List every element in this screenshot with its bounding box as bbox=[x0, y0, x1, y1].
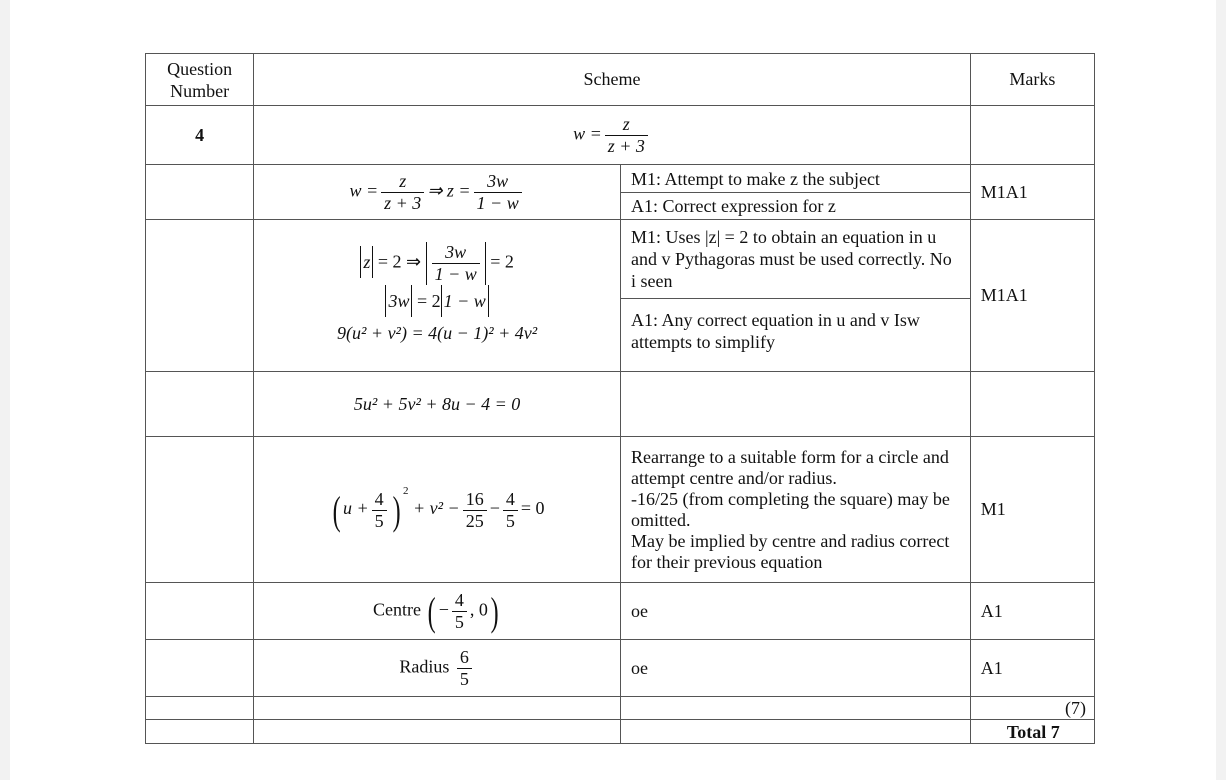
guidance-note: A1: Any correct equation in u and v Isw … bbox=[620, 297, 970, 368]
guidance-note: M1: Uses |z| = 2 to obtain an equation i… bbox=[630, 226, 952, 291]
empty-cell bbox=[144, 582, 255, 640]
empty-cell bbox=[144, 371, 255, 437]
guidance-cell: M1: Attempt to make z the subject A1: Co… bbox=[619, 164, 971, 220]
empty-cell bbox=[144, 436, 255, 583]
subtotal: (7) bbox=[969, 696, 1096, 720]
table-row: w = z z + 3 ⇒ z = 3w 1 − w M1: Attempt to mak… bbox=[144, 164, 1096, 220]
question-number: 4 bbox=[144, 105, 255, 165]
math-text: ⇒ z = bbox=[427, 180, 471, 201]
table-row: 5u² + 5v² + 8u − 4 = 0 bbox=[144, 371, 1096, 437]
math-text: w = bbox=[349, 180, 379, 201]
header-scheme: Scheme bbox=[253, 53, 971, 106]
guidance-note: A1: Correct expression for z bbox=[620, 191, 970, 219]
header-marks: Marks bbox=[969, 53, 1096, 106]
empty-cell bbox=[619, 719, 971, 744]
total-row: Total 7 bbox=[144, 719, 1096, 744]
marks: M1A1 bbox=[969, 219, 1096, 372]
guidance-note: M1: Attempt to make z the subject bbox=[630, 168, 880, 189]
empty-cell bbox=[144, 219, 255, 372]
empty-cell bbox=[253, 719, 621, 744]
marks: A1 bbox=[969, 639, 1096, 697]
scheme-math: (u +4 5) 2 + v² −16 25−4 5 = 0 bbox=[253, 436, 621, 583]
total: Total 7 bbox=[969, 719, 1096, 744]
empty-cell bbox=[144, 639, 255, 697]
guidance-note: May be implied by centre and radius corr… bbox=[630, 530, 950, 572]
table-row: Centre (−4 5, 0) oe A1 bbox=[144, 582, 1096, 640]
scheme-math: 5u² + 5v² + 8u − 4 = 0 bbox=[253, 371, 621, 437]
empty-cell bbox=[619, 696, 971, 720]
guidance-note: Rearrange to a suitable form for a circl… bbox=[630, 446, 949, 488]
marks: M1 bbox=[969, 436, 1096, 583]
marks: M1A1 bbox=[969, 164, 1096, 220]
guidance-cell: Rearrange to a suitable form for a circl… bbox=[619, 436, 971, 583]
empty-cell bbox=[253, 696, 621, 720]
empty-cell bbox=[144, 696, 255, 720]
fraction: 3w 1 − w bbox=[473, 171, 522, 214]
scheme-math: Centre (−4 5, 0) bbox=[253, 582, 621, 640]
page-edge-right bbox=[1216, 0, 1226, 780]
empty-cell bbox=[969, 105, 1096, 165]
header-question-number: Question Number bbox=[144, 53, 255, 106]
guidance-note: -16/25 (from completing the square) may … bbox=[630, 488, 950, 530]
empty-cell bbox=[144, 164, 255, 220]
math-text: w = bbox=[573, 123, 602, 144]
guidance-cell: M1: Uses |z| = 2 to obtain an equation i… bbox=[619, 219, 971, 372]
mark-scheme-table: Question Number Scheme Marks 4 w = z z + 3… bbox=[144, 53, 1096, 744]
header-row: Question Number Scheme Marks bbox=[144, 53, 1096, 106]
math-text: 5u² + 5v² + 8u − 4 = 0 bbox=[353, 393, 521, 414]
marks: A1 bbox=[969, 582, 1096, 640]
math-text: 9(u² + v²) = 4(u − 1)² + 4v² bbox=[337, 323, 538, 343]
empty-cell bbox=[969, 371, 1096, 437]
table-row: (u +4 5) 2 + v² −16 25−4 5 = 0 Rearrange to a… bbox=[144, 436, 1096, 583]
given-equation: w = z z + 3 bbox=[253, 105, 971, 165]
guidance-note: oe bbox=[619, 582, 971, 640]
empty-cell bbox=[619, 371, 971, 437]
empty-cell bbox=[144, 719, 255, 744]
scheme-math: w = z z + 3 ⇒ z = 3w 1 − w bbox=[253, 164, 621, 220]
page-edge-left bbox=[0, 0, 10, 780]
subtotal-row: (7) bbox=[144, 696, 1096, 720]
guidance-note: oe bbox=[619, 639, 971, 697]
table-row: 4 w = z z + 3 bbox=[144, 105, 1096, 165]
